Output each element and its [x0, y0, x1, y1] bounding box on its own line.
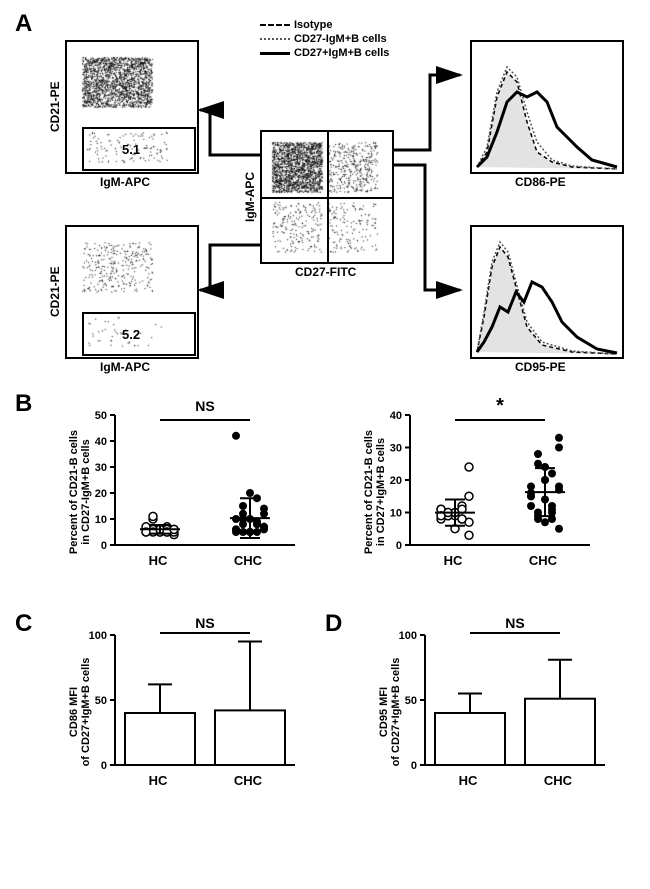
hist-cd86: [470, 40, 624, 174]
ylabel-b-right: Percent of CD21-B cellsin CD27+IgM+B cel…: [363, 422, 387, 562]
svg-text:HC: HC: [149, 773, 168, 788]
svg-text:HC: HC: [444, 553, 463, 568]
xlabel-hist-br: CD95-PE: [515, 360, 566, 374]
svg-text:50: 50: [95, 695, 107, 707]
sig-c: NS: [190, 615, 220, 631]
xlabel-hist-tr: CD86-PE: [515, 175, 566, 189]
svg-text:100: 100: [89, 630, 107, 642]
svg-text:40: 40: [95, 436, 107, 448]
svg-text:CHC: CHC: [234, 773, 263, 788]
panelD-plot: 0 50 100 HC CHC: [395, 625, 615, 800]
svg-text:10: 10: [390, 508, 402, 520]
svg-text:CHC: CHC: [234, 553, 263, 568]
svg-text:HC: HC: [459, 773, 478, 788]
svg-text:100: 100: [399, 630, 417, 642]
panel-c-label: C: [15, 610, 32, 638]
panel-b-label: B: [15, 390, 32, 418]
ylabel-d: CD95 MFIof CD27+IgM+B cells: [378, 642, 402, 782]
figure-container: A Isotype CD27-IgM+B cells CD27+IgM+B ce…: [10, 10, 640, 879]
panelC-plot: 0 50 100 HC CHC: [85, 625, 305, 800]
svg-text:0: 0: [101, 540, 107, 552]
svg-text:0: 0: [396, 540, 402, 552]
sig-d: NS: [500, 615, 530, 631]
hist-cd95: [470, 225, 624, 359]
svg-text:50: 50: [95, 410, 107, 422]
hist-cd86-svg: [472, 42, 622, 172]
panelB-right-plot: 0 10 20 30 40 HC CHC: [380, 405, 600, 580]
svg-text:CHC: CHC: [529, 553, 558, 568]
svg-text:CHC: CHC: [544, 773, 573, 788]
svg-text:30: 30: [95, 462, 107, 474]
sig-b-left: NS: [190, 398, 220, 414]
svg-text:HC: HC: [149, 553, 168, 568]
svg-text:30: 30: [390, 443, 402, 455]
svg-text:0: 0: [411, 760, 417, 772]
panelB-left-plot: 0 10 20 30 40 50 HC CHC: [85, 405, 305, 580]
sig-b-right: *: [485, 395, 515, 418]
ylabel-b-left: Percent of CD21-B cellsin CD27-IgM+B cel…: [68, 422, 92, 562]
svg-text:0: 0: [101, 760, 107, 772]
hist-cd95-svg: [472, 227, 622, 357]
svg-text:10: 10: [95, 514, 107, 526]
panel-d-label: D: [325, 610, 342, 638]
svg-text:40: 40: [390, 410, 402, 422]
svg-text:20: 20: [95, 488, 107, 500]
svg-text:50: 50: [405, 695, 417, 707]
svg-text:20: 20: [390, 475, 402, 487]
ylabel-c2: CD86 MFIof CD27+IgM+B cells: [68, 642, 92, 782]
